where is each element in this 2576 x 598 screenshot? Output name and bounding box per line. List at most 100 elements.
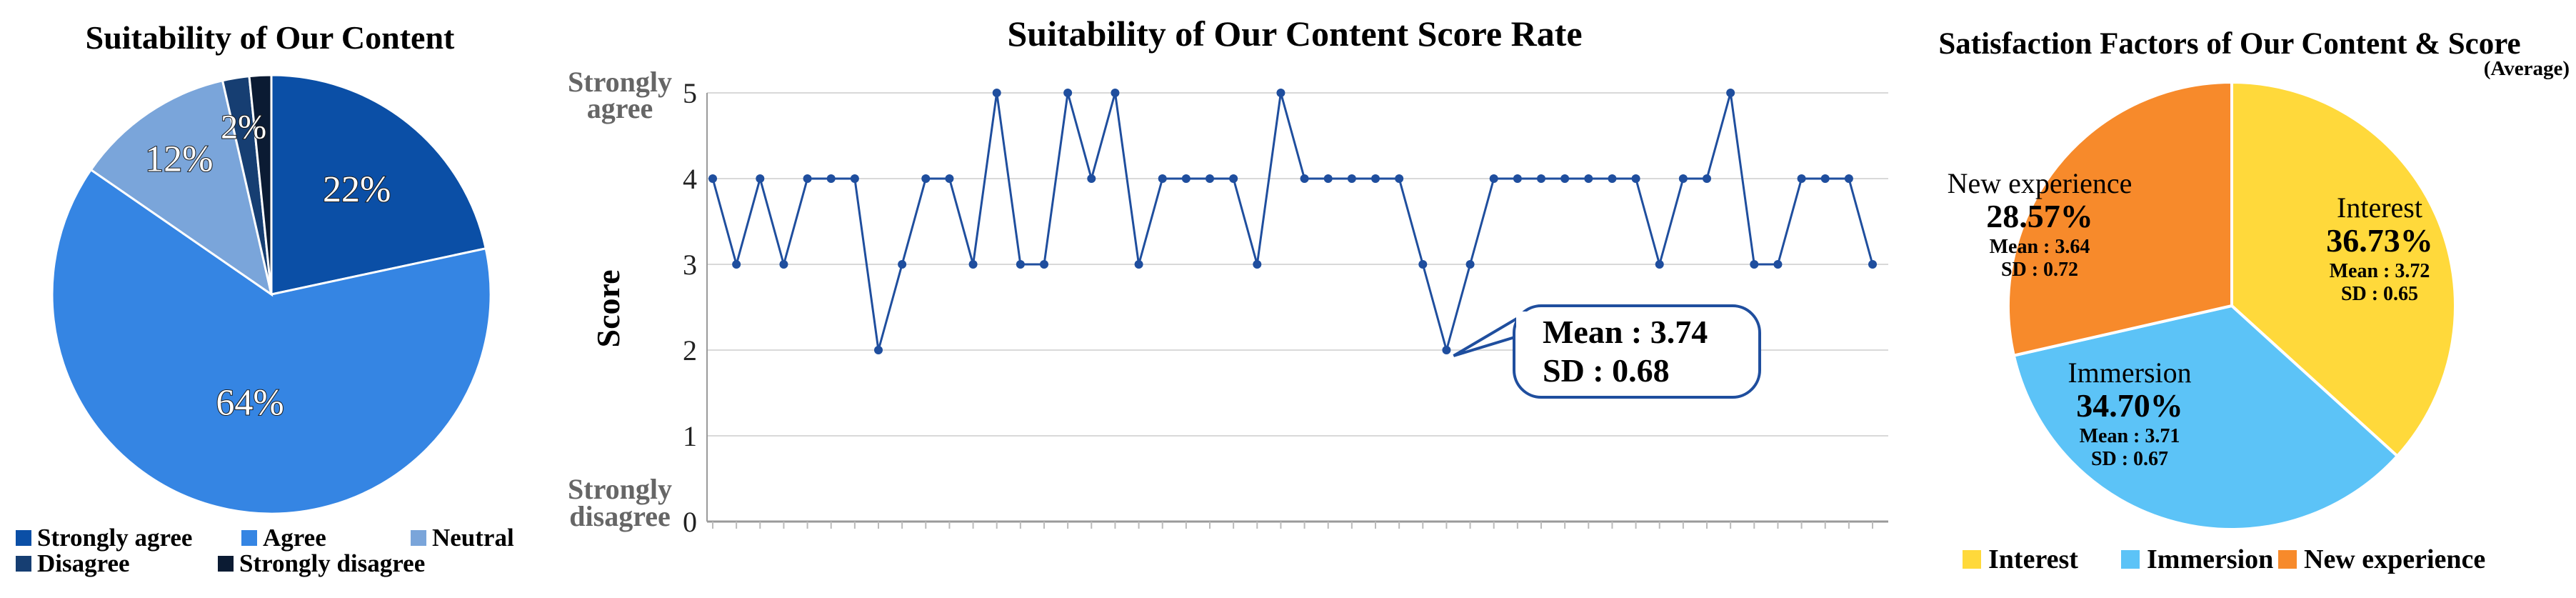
pie1-legend-label: Strongly disagree — [239, 549, 425, 577]
pie2-slice-new-experience — [2007, 80, 2233, 358]
pie1-slice-label: 22% — [323, 169, 391, 210]
pie1-slice-label: 12% — [145, 139, 213, 179]
pie1-legend-swatch — [16, 556, 31, 572]
series-point — [1323, 174, 1333, 183]
pie1-slice-strongly-agree — [270, 74, 487, 296]
annotation-pointer-mask — [1516, 312, 1538, 336]
series-point — [1489, 174, 1498, 183]
series-point — [1087, 174, 1096, 183]
pie1-legend-swatch — [411, 530, 426, 546]
pie1-legend-swatch — [16, 530, 31, 546]
series-point — [1820, 174, 1830, 183]
series-point — [803, 174, 812, 183]
pie1-legend-swatch — [241, 530, 257, 546]
pie1-slice-label: 2% — [221, 109, 266, 146]
series-point — [1395, 174, 1404, 183]
y-tick-label: 4 — [683, 163, 697, 195]
suitability-pie-panel: Suitability of Our Content 22% 64% 12% 2% S… — [0, 0, 543, 594]
series-point — [1040, 260, 1048, 269]
line-title: Suitability of Our Content Score Rate — [1007, 14, 1582, 54]
satisfaction-pie-chart: Satisfaction Factors of Our Content & Sc… — [1938, 27, 2570, 574]
y-tick-label: 1 — [683, 420, 697, 452]
series-point — [779, 260, 788, 269]
annotation-sd: SD : 0.68 — [1543, 352, 1670, 389]
series-point — [1206, 174, 1214, 183]
pie2-legend-label: New experience — [2304, 544, 2485, 574]
pie2-slice-sd: SD : 0.65 — [2341, 283, 2418, 305]
pie1-legend-label: Agree — [263, 524, 326, 552]
pie1-slice-agree — [51, 168, 492, 515]
series-point — [1111, 89, 1120, 97]
series-point — [1513, 174, 1522, 183]
y-tick-label: 3 — [683, 249, 697, 281]
annotation-box — [1513, 304, 1761, 399]
pie1-legend-label: Neutral — [432, 524, 514, 552]
pie2-slice-name: New experience — [1948, 167, 2133, 199]
pie2-slice-mean: Mean : 3.71 — [2080, 425, 2180, 447]
series-point — [1750, 260, 1759, 269]
pie2-slice-mean: Mean : 3.64 — [1990, 236, 2090, 258]
y-tick-label: 2 — [683, 334, 697, 367]
series-point — [826, 174, 836, 183]
score-rate-line-chart: Suitability of Our Content Score Rate Sc… — [568, 14, 1888, 538]
pie2-slice-immersion — [2012, 304, 2400, 531]
series-point — [1537, 174, 1545, 183]
annotation-mean: Mean : 3.74 — [1543, 314, 1708, 350]
series-point — [1253, 260, 1262, 269]
y-tick-label: 0 — [683, 506, 697, 538]
pie2-slice-name: Immersion — [2068, 357, 2191, 389]
y-desc-strongly-agree-line1: Strongly — [568, 66, 672, 98]
pie1-slice-neutral — [89, 79, 274, 297]
pie1-slice-label: 64% — [216, 383, 284, 424]
series-point — [1631, 174, 1640, 183]
pie1-legend-label: Strongly agree — [37, 524, 192, 552]
pie2-subtitle: (Average) — [2484, 57, 2570, 80]
series-point — [756, 174, 765, 183]
pie2-legend-swatch — [2121, 550, 2140, 569]
pie2-slice-percent: 28.57% — [1986, 198, 2093, 234]
series-point — [921, 174, 931, 183]
series-point — [898, 260, 907, 269]
pie2-slice-percent: 34.70% — [2076, 387, 2183, 424]
series-point — [1371, 174, 1380, 183]
series-line — [711, 92, 1874, 354]
series-point — [1560, 174, 1570, 183]
series-point — [1016, 260, 1025, 269]
y-desc-strongly-disagree-line1: Strongly — [568, 473, 672, 505]
pie2-legend-label: Interest — [1988, 544, 2078, 574]
series-point — [1608, 174, 1617, 183]
pie1-legend-label: Disagree — [37, 549, 130, 577]
series-point — [968, 260, 978, 269]
pie1-slice-strongly-disagree — [248, 74, 273, 295]
series-point — [1276, 89, 1286, 97]
pie2-slice-name: Interest — [2337, 191, 2422, 224]
y-axis-label: Score — [590, 269, 626, 347]
series-point — [1726, 89, 1735, 97]
pie2-legend-swatch — [1963, 550, 1981, 569]
series-point — [945, 174, 954, 183]
series-point — [992, 89, 1001, 97]
suitability-pie-chart: Suitability of Our Content 22% 64% 12%2% S… — [16, 19, 514, 577]
pie2-slice-sd: SD : 0.67 — [2091, 448, 2168, 470]
series-point — [1655, 260, 1664, 269]
series-point — [1844, 174, 1853, 183]
satisfaction-pie-panel: Satisfaction Factors of Our Content & Sc… — [1900, 0, 2576, 594]
pie2-slice-percent: 36.73% — [2326, 222, 2433, 259]
series-point — [1347, 174, 1356, 183]
series-point — [1773, 260, 1783, 269]
series-point — [1442, 346, 1451, 354]
series-point — [1678, 174, 1688, 183]
series-point — [1418, 260, 1428, 269]
series-point — [1703, 174, 1711, 183]
series-point — [850, 174, 859, 183]
series-point — [708, 174, 717, 183]
score-rate-panel: Suitability of Our Content Score Rate Sc… — [543, 0, 1914, 594]
pie2-slice-sd: SD : 0.72 — [2001, 259, 2078, 281]
pie2-title: Satisfaction Factors of Our Content & Sc… — [1938, 27, 2520, 61]
series-point — [1300, 174, 1309, 183]
series-point — [732, 260, 741, 269]
pie1-title: Suitability of Our Content — [86, 19, 455, 56]
y-desc-strongly-agree-line2: agree — [587, 92, 653, 124]
pie1-legend-swatch — [218, 556, 234, 572]
pie2-slice-mean: Mean : 3.72 — [2330, 260, 2430, 282]
